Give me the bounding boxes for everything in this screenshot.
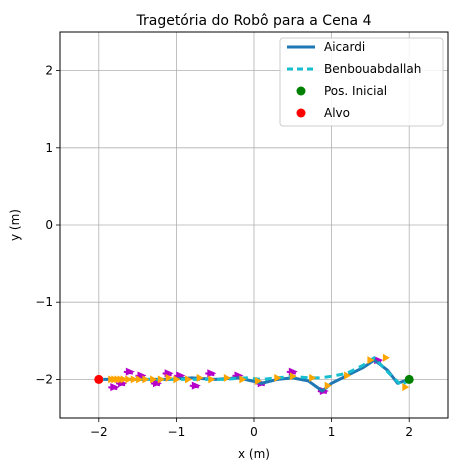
pose-marker xyxy=(382,353,390,362)
pose-marker xyxy=(165,373,173,382)
pose-marker xyxy=(289,372,297,381)
y-tick-label: −1 xyxy=(35,295,53,309)
pose-arrow-marker xyxy=(191,381,201,390)
legend-label: Pos. Inicial xyxy=(324,84,387,98)
legend-label: Aicardi xyxy=(324,40,365,54)
pose-arrow-tail xyxy=(115,382,126,387)
pose-arrow-tail xyxy=(108,386,118,391)
y-tick-label: 1 xyxy=(45,141,53,155)
pose-marker xyxy=(274,373,282,382)
pose-arrow-tail xyxy=(150,382,161,387)
x-tick-label: 2 xyxy=(405,425,413,439)
pose-marker xyxy=(173,375,181,384)
x-tick-label: −2 xyxy=(90,425,108,439)
pose-marker xyxy=(130,375,138,384)
pose-marker xyxy=(402,383,410,392)
point-alvo xyxy=(94,374,104,384)
pose-marker xyxy=(344,371,352,380)
axis-ticks: −2 −1 0 1 2 −2 −1 0 1 2 xyxy=(35,64,413,439)
point-pos-inicial xyxy=(404,374,414,384)
pose-marker xyxy=(254,376,262,385)
legend-label: Alvo xyxy=(324,106,350,120)
chart-title: Tragetória do Robô para a Cena 4 xyxy=(135,13,371,29)
pose-marker xyxy=(208,375,216,384)
pose-marker xyxy=(142,375,150,384)
pose-arrow-tail xyxy=(205,372,215,377)
pose-marker xyxy=(136,375,144,384)
pose-arrow-marker xyxy=(110,383,120,392)
x-tick-label: −1 xyxy=(168,425,186,439)
plot-area xyxy=(94,353,414,395)
pose-arrow-tail xyxy=(189,384,200,389)
x-tick-label: 0 xyxy=(250,425,258,439)
pose-arrow-tail xyxy=(123,370,134,375)
pose-marker xyxy=(324,381,332,390)
pose-marker xyxy=(157,375,165,384)
y-tick-label: −2 xyxy=(35,372,53,386)
x-axis-label: x (m) xyxy=(238,447,270,461)
pose-arrow-tail xyxy=(162,372,172,377)
pose-marker xyxy=(185,375,193,384)
pose-marker xyxy=(108,375,116,384)
pose-arrow-tail xyxy=(286,370,297,375)
legend-box xyxy=(279,37,444,127)
pose-marker xyxy=(223,373,231,382)
legend-label: Benbouabdallah xyxy=(324,62,421,76)
pose-marker xyxy=(196,373,204,382)
pose-marker xyxy=(239,375,247,384)
pose-arrow-marker xyxy=(125,367,135,376)
pose-marker xyxy=(125,375,133,384)
legend-marker xyxy=(296,108,306,118)
y-tick-label: 0 xyxy=(45,218,53,232)
x-tick-label: 1 xyxy=(328,425,336,439)
legend: Aicardi Benbouabdallah Pos. Inicial Alvo xyxy=(279,37,444,127)
pose-arrow-marker xyxy=(207,369,217,378)
y-tick-label: 2 xyxy=(45,64,53,78)
y-axis-label: y (m) xyxy=(8,209,22,241)
pose-marker xyxy=(150,375,158,384)
pose-arrow-marker xyxy=(153,379,162,388)
pose-marker xyxy=(309,373,317,382)
legend-marker xyxy=(296,86,306,96)
pose-marker xyxy=(367,356,375,365)
